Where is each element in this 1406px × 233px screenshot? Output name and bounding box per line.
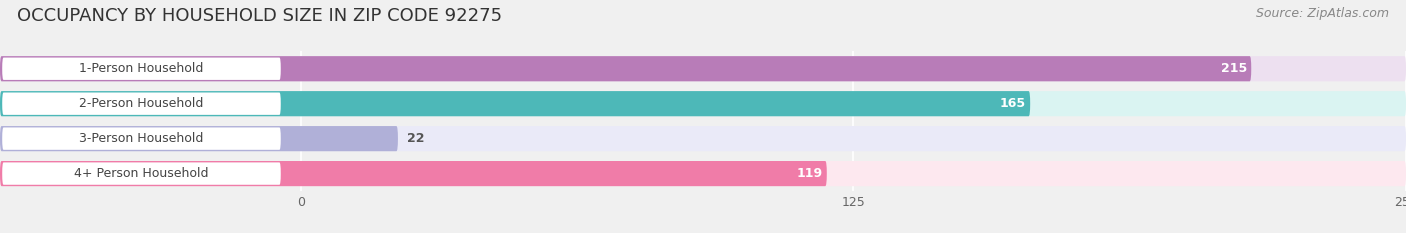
Text: 1-Person Household: 1-Person Household xyxy=(79,62,204,75)
FancyBboxPatch shape xyxy=(0,56,1251,81)
Text: 215: 215 xyxy=(1220,62,1247,75)
FancyBboxPatch shape xyxy=(0,126,1406,151)
FancyBboxPatch shape xyxy=(3,162,281,185)
Text: 4+ Person Household: 4+ Person Household xyxy=(75,167,208,180)
FancyBboxPatch shape xyxy=(0,91,1406,116)
Text: 2-Person Household: 2-Person Household xyxy=(79,97,204,110)
Text: 165: 165 xyxy=(1000,97,1026,110)
Text: 22: 22 xyxy=(406,132,425,145)
Text: 3-Person Household: 3-Person Household xyxy=(79,132,204,145)
FancyBboxPatch shape xyxy=(3,127,281,150)
Text: Source: ZipAtlas.com: Source: ZipAtlas.com xyxy=(1256,7,1389,20)
FancyBboxPatch shape xyxy=(0,161,1406,186)
FancyBboxPatch shape xyxy=(3,93,281,115)
Text: 119: 119 xyxy=(796,167,823,180)
FancyBboxPatch shape xyxy=(0,161,827,186)
FancyBboxPatch shape xyxy=(0,56,1406,81)
FancyBboxPatch shape xyxy=(0,91,1031,116)
Text: OCCUPANCY BY HOUSEHOLD SIZE IN ZIP CODE 92275: OCCUPANCY BY HOUSEHOLD SIZE IN ZIP CODE … xyxy=(17,7,502,25)
FancyBboxPatch shape xyxy=(0,126,398,151)
FancyBboxPatch shape xyxy=(3,58,281,80)
